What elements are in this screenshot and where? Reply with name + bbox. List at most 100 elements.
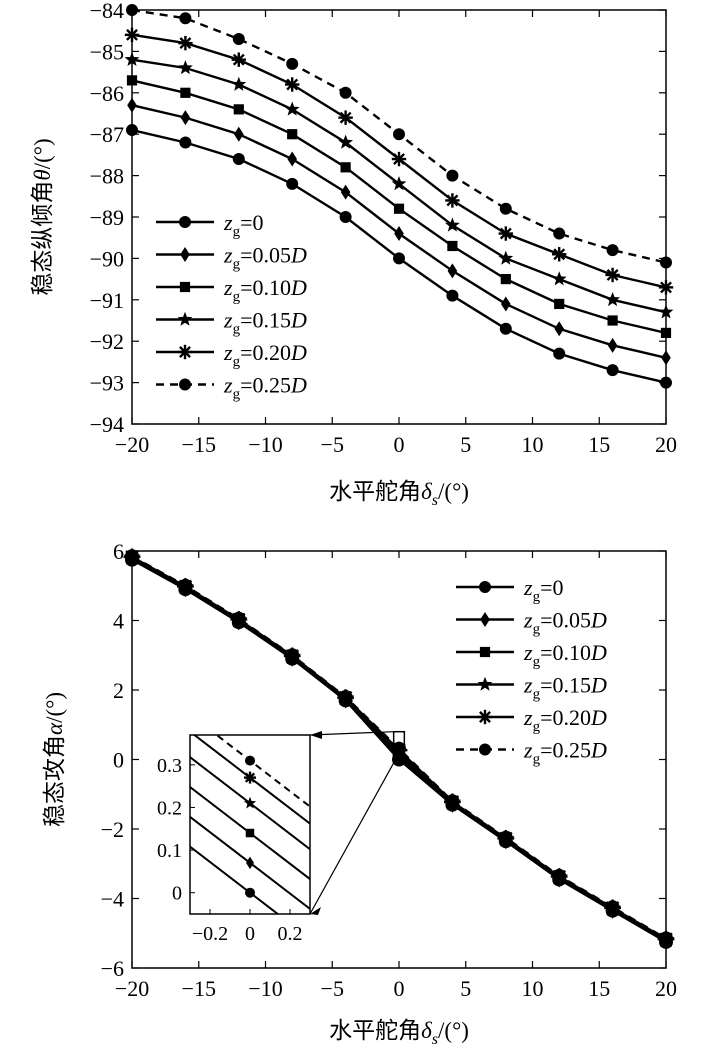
- legend-label-var: z: [523, 575, 533, 600]
- data-point-0-8: [553, 347, 566, 360]
- data-point-5-0: [126, 4, 138, 16]
- data-point-5-3: [286, 57, 299, 70]
- data-point-0-1: [179, 136, 192, 149]
- x-tick-label: 20: [655, 976, 677, 1001]
- data-point-5-9: [606, 244, 619, 257]
- data-point-0-9: [606, 364, 619, 377]
- data-point-2-9: [607, 315, 618, 326]
- data-point-5-6: [446, 169, 459, 182]
- x-axis-label-sub: s: [432, 492, 438, 509]
- y-tick-label: 4: [113, 609, 124, 634]
- data-point-1-0: [127, 97, 137, 113]
- chart-attack-angle: −20 −15 −10 −5 0 5 10 15 206420−2−4−6水平舵角δs/(°)稳…: [42, 539, 677, 1048]
- legend-label-0: zg=0: [223, 210, 263, 240]
- legend-label-value: =0: [540, 575, 563, 600]
- x-axis-label-sub: s: [432, 1031, 438, 1048]
- data-point-2-7: [500, 274, 511, 285]
- inset-x-tick-label: −0.2: [192, 923, 228, 945]
- legend-label-var: z: [223, 373, 233, 398]
- legend-label-var: z: [223, 243, 233, 268]
- series-4: [124, 27, 674, 295]
- data-point-0-3: [286, 177, 299, 190]
- legend-label-sub: g: [533, 687, 541, 703]
- zoom-arrowhead-bottom: [310, 907, 321, 915]
- data-point-2-6: [447, 240, 458, 252]
- legend-label-4: zg=0.20D: [223, 340, 307, 370]
- data-point-5-1: [178, 578, 193, 593]
- x-tick-label: 0: [394, 432, 405, 457]
- data-point-5-3: [285, 648, 300, 663]
- x-axis-label: 水平舵角δs/(°): [329, 1018, 469, 1048]
- data-point-5-10: [660, 256, 672, 269]
- x-tick-label: −20: [115, 432, 149, 457]
- zoom-connector-top: [309, 731, 394, 736]
- data-point-1-8: [554, 321, 564, 337]
- data-point-3-2: [231, 76, 247, 91]
- x-axis-label: 水平舵角δs/(°): [329, 479, 469, 509]
- legend-label-d: D: [290, 340, 307, 365]
- legend-label-d: D: [590, 608, 607, 633]
- x-axis-label-text: 水平舵角: [329, 479, 421, 504]
- legend-label-3: zg=0.15D: [523, 673, 607, 703]
- data-point-1-4: [340, 184, 351, 200]
- data-point-1-5: [394, 226, 404, 242]
- y-axis-label-unit: /(°): [30, 138, 55, 169]
- y-tick-label: −2: [101, 817, 124, 842]
- legend-label-value: =0.05: [240, 243, 291, 268]
- data-point-3-10: [658, 304, 674, 319]
- asterisk-core: [503, 230, 509, 237]
- asterisk-core: [182, 349, 188, 355]
- x-tick-label: −5: [321, 432, 344, 457]
- data-point-2-5: [393, 203, 405, 214]
- legend-label-2: zg=0.10D: [223, 275, 307, 305]
- inset-y-tick-label: 0.1: [157, 840, 182, 862]
- legend-label-d: D: [290, 275, 307, 300]
- data-point-4-8: [552, 247, 567, 262]
- y-tick-label: −6: [101, 956, 124, 981]
- data-point-5-7: [498, 830, 513, 845]
- legend-label-value: =0.10: [240, 275, 291, 300]
- data-point-0-5: [393, 252, 405, 265]
- data-point-3-5: [391, 176, 407, 191]
- series-5: [126, 4, 672, 269]
- legend-label-var: z: [523, 738, 533, 763]
- legend-marker-2: [179, 281, 191, 293]
- series-3: [124, 51, 674, 319]
- inset-data-point-5: [245, 755, 255, 766]
- legend-label-value: =0.15: [240, 308, 291, 333]
- data-point-1-3: [287, 151, 297, 167]
- data-point-3-8: [551, 271, 567, 286]
- legend-label-sub: g: [233, 354, 241, 370]
- x-axis-label-unit: /(°): [438, 1018, 469, 1043]
- legend-marker-1: [180, 247, 190, 262]
- legend-label-var: z: [223, 340, 233, 365]
- x-axis-label-symbol: δ: [421, 1018, 432, 1043]
- legend-label-var: z: [523, 705, 533, 730]
- legend-label-sub: g: [533, 719, 541, 735]
- x-tick-label: 10: [522, 976, 544, 1001]
- asterisk-core: [236, 56, 242, 63]
- series-2: [126, 75, 672, 339]
- legend: zg=0zg=0.05Dzg=0.10Dzg=0.15Dzg=0.20Dzg=0…: [156, 210, 307, 403]
- legend-label-value: =0.25: [540, 738, 591, 763]
- data-point-4-9: [605, 267, 620, 283]
- data-point-1-7: [501, 296, 511, 312]
- series-line-5: [131, 555, 667, 940]
- data-point-0-10: [660, 376, 672, 389]
- legend-label-5: zg=0.25D: [523, 738, 607, 768]
- asterisk-core: [556, 251, 562, 257]
- inset-data-point-4: [244, 771, 256, 784]
- data-point-0-6: [446, 289, 459, 302]
- x-tick-label: 5: [460, 976, 471, 1001]
- legend-label-4: zg=0.20D: [523, 705, 607, 735]
- data-point-2-3: [287, 129, 298, 140]
- asterisk-core: [609, 272, 616, 278]
- data-point-5-8: [553, 227, 566, 240]
- legend-label-sub: g: [533, 589, 541, 605]
- x-tick-label: 10: [522, 432, 544, 457]
- legend-label-d: D: [590, 705, 607, 730]
- series-5: [125, 549, 673, 946]
- legend-label-sub: g: [233, 224, 241, 240]
- inset-x-tick-label: 0: [245, 923, 255, 945]
